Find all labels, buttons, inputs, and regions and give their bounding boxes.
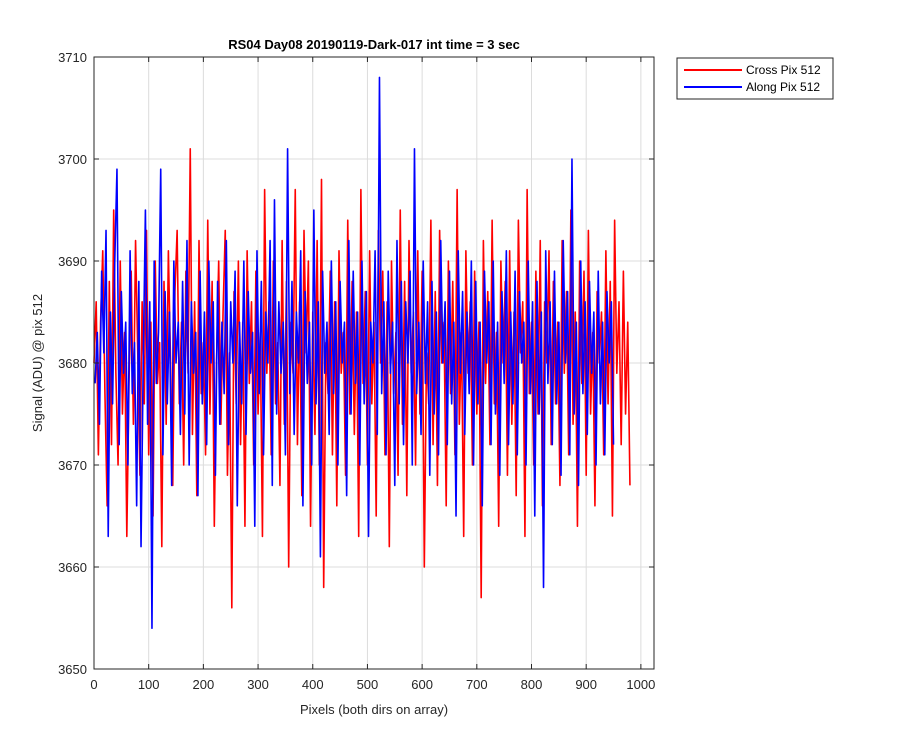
y-axis: 3650 3660 3670 3680 3690 3700 3710 [58, 50, 654, 677]
legend-label-along: Along Pix 512 [746, 80, 820, 94]
x-tick-label: 900 [575, 677, 597, 692]
legend: Cross Pix 512 Along Pix 512 [676, 57, 834, 100]
y-tick-label: 3680 [58, 356, 87, 371]
y-tick-label: 3650 [58, 662, 87, 677]
series-layer [93, 76, 631, 630]
y-tick-label: 3700 [58, 152, 87, 167]
x-tick-label: 300 [247, 677, 269, 692]
x-tick-label: 0 [90, 677, 97, 692]
legend-box [676, 57, 834, 100]
x-tick-label: 400 [302, 677, 324, 692]
y-tick-label: 3660 [58, 560, 87, 575]
legend-label-cross: Cross Pix 512 [746, 63, 821, 77]
x-tick-label: 200 [193, 677, 215, 692]
chart-title: RS04 Day08 20190119-Dark-017 int time = … [228, 37, 520, 52]
x-tick-label: 700 [466, 677, 488, 692]
y-tick-label: 3710 [58, 50, 87, 65]
x-tick-label: 100 [138, 677, 160, 692]
x-tick-label: 800 [521, 677, 543, 692]
x-axis: 0 100 200 300 400 500 600 700 800 900 1000 [90, 57, 655, 692]
series-line-along-pix-512 [94, 76, 615, 630]
y-axis-label: Signal (ADU) @ pix 512 [30, 294, 45, 432]
x-tick-label: 500 [357, 677, 379, 692]
y-tick-label: 3670 [58, 458, 87, 473]
y-tick-label: 3690 [58, 254, 87, 269]
x-tick-label: 1000 [626, 677, 655, 692]
x-axis-label: Pixels (both dirs on array) [300, 702, 448, 717]
x-tick-label: 600 [411, 677, 433, 692]
